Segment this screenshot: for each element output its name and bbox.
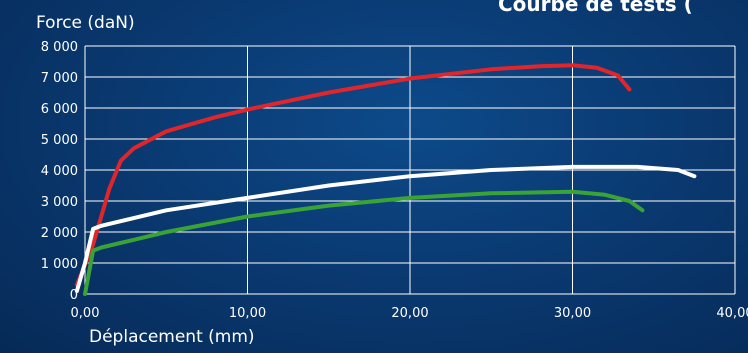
y-axis-ticks: 0 1 000 2 000 3 000 4 000 5 000 6 000 7 000 8 00… bbox=[41, 40, 78, 303]
y-tick-label: 5 000 bbox=[41, 133, 78, 148]
x-tick-label: 0,00 bbox=[71, 306, 100, 321]
y-tick-label: 2 000 bbox=[41, 226, 78, 241]
x-tick-label: 10,00 bbox=[229, 306, 266, 321]
x-axis-ticks: 0,00 10,00 20,00 30,00 40,00 bbox=[71, 306, 748, 321]
x-axis-label: Déplacement (mm) bbox=[89, 327, 255, 347]
y-tick-label: 3 000 bbox=[41, 195, 78, 210]
series-line-2 bbox=[74, 164, 697, 293]
x-tick-label: 30,00 bbox=[554, 306, 591, 321]
y-tick-label: 6 000 bbox=[41, 102, 78, 117]
y-tick-label: 4 000 bbox=[41, 164, 78, 179]
y-tick-label: 1 000 bbox=[41, 257, 78, 272]
grid bbox=[84, 45, 736, 295]
y-tick-label: 0 bbox=[70, 288, 78, 303]
y-tick-label: 8 000 bbox=[41, 40, 78, 55]
series-line-1 bbox=[74, 63, 632, 287]
x-tick-label: 40,00 bbox=[716, 306, 748, 321]
x-tick-label: 20,00 bbox=[391, 306, 428, 321]
series-line-3 bbox=[83, 189, 645, 296]
series-lines bbox=[74, 63, 697, 296]
chart-title: Courbe de tests ( bbox=[498, 0, 693, 16]
y-axis-label: Force (daN) bbox=[36, 13, 135, 33]
y-tick-label: 7 000 bbox=[41, 71, 78, 86]
